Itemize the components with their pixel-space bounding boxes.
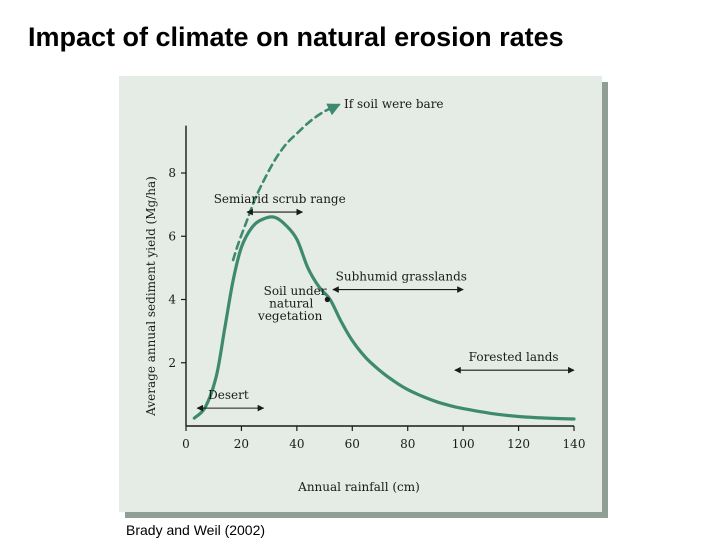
- curve-point-marker: [324, 296, 330, 303]
- x-tick-label: 0: [182, 437, 190, 451]
- x-axis-label: Annual rainfall (cm): [297, 480, 420, 494]
- annotation-label: natural: [269, 296, 313, 310]
- annotation-label: Subhumid grasslands: [336, 270, 467, 284]
- y-tick-label: 2: [168, 356, 176, 370]
- annotation-label: Forested lands: [469, 350, 559, 364]
- sediment-yield-curve: [192, 215, 576, 421]
- y-tick-label: 6: [168, 229, 176, 243]
- x-tick-label: 120: [507, 437, 530, 451]
- x-tick-label: 60: [345, 437, 360, 451]
- y-axis-label: Average annual sediment yield (Mg/ha): [144, 176, 158, 417]
- slide-title: Impact of climate on natural erosion rat…: [28, 22, 564, 52]
- erosion-chart: 0 20 40 60 80 100 120 140 2 4 6 8 If soil were bare…: [144, 97, 586, 494]
- x-tick-label: 20: [234, 437, 249, 451]
- bare-soil-curve: [231, 103, 341, 262]
- y-tick-label: 8: [168, 166, 176, 180]
- annotation-label: Semiarid scrub range: [214, 192, 346, 206]
- x-tick-label: 100: [452, 437, 475, 451]
- annotation-label: Desert: [208, 388, 249, 402]
- annotation-label: vegetation: [257, 309, 323, 323]
- figure-panel: 0 20 40 60 80 100 120 140 2 4 6 8 If soil were bare…: [119, 76, 602, 512]
- x-tick-label: 40: [289, 437, 304, 451]
- source-citation: Brady and Weil (2002): [126, 522, 266, 538]
- annotation-label: If soil were bare: [344, 97, 444, 111]
- y-tick-label: 4: [168, 293, 176, 307]
- x-tick-label: 140: [563, 437, 586, 451]
- annotation-label: Soil under: [264, 284, 327, 298]
- x-tick-label: 80: [400, 437, 415, 451]
